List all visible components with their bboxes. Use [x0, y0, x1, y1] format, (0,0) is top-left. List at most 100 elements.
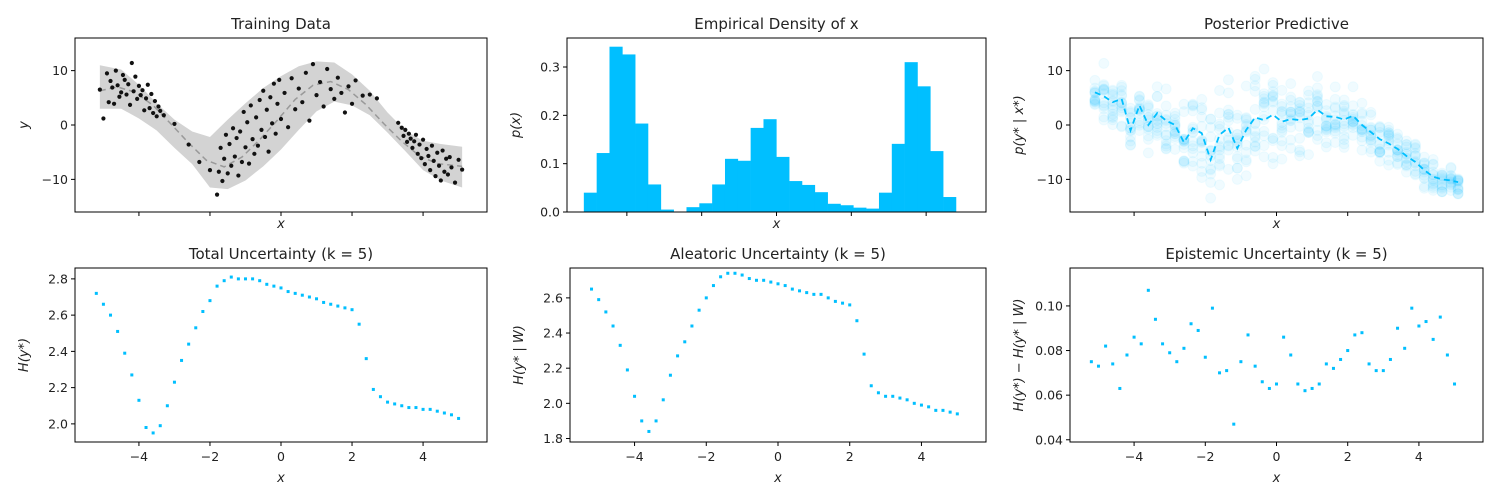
- data-point: [625, 368, 629, 372]
- posterior-sample: [1436, 186, 1448, 198]
- data-point: [1096, 364, 1100, 368]
- posterior-sample: [1418, 157, 1430, 169]
- posterior-sample: [1160, 142, 1172, 154]
- x-axis-label: x: [1272, 471, 1281, 486]
- posterior-sample: [1276, 135, 1288, 147]
- posterior-sample: [1196, 142, 1208, 154]
- posterior-sample: [1409, 141, 1421, 153]
- posterior-sample: [1452, 184, 1464, 196]
- posterior-sample: [1107, 108, 1119, 120]
- data-point: [769, 280, 773, 284]
- posterior-sample: [1347, 129, 1359, 141]
- posterior-sample: [1285, 94, 1297, 106]
- posterior-sample: [1178, 155, 1190, 167]
- posterior-sample: [1418, 181, 1430, 193]
- data-point: [1132, 335, 1136, 339]
- posterior-sample: [1374, 146, 1386, 158]
- y-tick-label: 0.08: [1035, 343, 1063, 358]
- data-point: [147, 106, 152, 111]
- posterior-sample: [1320, 105, 1332, 117]
- posterior-sample: [1409, 165, 1421, 177]
- posterior-sample: [1356, 107, 1368, 119]
- posterior-sample: [1436, 169, 1448, 181]
- posterior-sample: [1285, 106, 1297, 118]
- plot-area-total: [94, 275, 461, 435]
- data-point: [106, 100, 111, 105]
- posterior-sample: [1356, 126, 1368, 138]
- histogram-bar: [750, 127, 764, 212]
- chart-total: −4 −2 0 2 4 2.0 2.2 2.4 2.6 2.8 Total Uncertainty …: [17, 245, 488, 486]
- data-point: [145, 82, 150, 87]
- posterior-sample: [1205, 131, 1217, 143]
- posterior-sample: [1258, 88, 1270, 100]
- data-point: [431, 158, 436, 163]
- y-tick-label: 2.4: [543, 326, 563, 341]
- y-axis-label: H(y* | W): [512, 325, 527, 385]
- data-point: [371, 387, 375, 391]
- data-point: [426, 153, 431, 159]
- posterior-sample: [1374, 155, 1386, 167]
- data-point: [396, 120, 401, 125]
- data-point: [1410, 306, 1414, 310]
- posterior-sample: [1231, 109, 1243, 121]
- posterior-sample: [1116, 79, 1128, 91]
- posterior-sample: [1205, 176, 1217, 188]
- data-point: [127, 102, 133, 107]
- posterior-sample: [1311, 124, 1323, 136]
- posterior-sample: [1258, 125, 1270, 137]
- data-point: [250, 137, 255, 142]
- posterior-sample: [1178, 157, 1190, 169]
- data-point: [1118, 386, 1122, 390]
- posterior-sample: [1427, 158, 1439, 170]
- posterior-sample: [1400, 135, 1412, 147]
- posterior-sample: [1151, 125, 1163, 137]
- data-point: [1196, 328, 1200, 332]
- posterior-sample: [1294, 105, 1306, 117]
- data-point: [783, 284, 787, 288]
- data-point: [1403, 346, 1407, 350]
- posterior-sample: [1098, 84, 1110, 96]
- data-point: [223, 132, 229, 137]
- posterior-sample: [1205, 192, 1217, 204]
- posterior-sample: [1285, 134, 1297, 146]
- posterior-sample: [1418, 172, 1430, 184]
- posterior-sample: [1445, 170, 1457, 182]
- posterior-sample: [1445, 181, 1457, 193]
- posterior-sample: [1285, 78, 1297, 90]
- data-point: [207, 168, 213, 173]
- posterior-sample: [1240, 139, 1252, 151]
- data-point: [241, 109, 246, 115]
- data-point: [172, 121, 177, 127]
- posterior-sample: [1125, 131, 1137, 143]
- data-point: [400, 404, 404, 408]
- data-point: [218, 145, 223, 150]
- posterior-sample: [1249, 70, 1261, 82]
- posterior-sample: [1258, 97, 1270, 109]
- posterior-sample: [1276, 84, 1288, 96]
- y-tick-label: 2.2: [48, 380, 68, 395]
- posterior-sample: [1249, 130, 1261, 142]
- data-point: [270, 121, 275, 126]
- data-point: [117, 94, 122, 99]
- posterior-sample: [1356, 131, 1368, 143]
- posterior-sample: [1409, 147, 1421, 159]
- posterior-sample: [1107, 84, 1119, 96]
- y-tick-label: 0.3: [540, 60, 560, 75]
- histogram-bar: [583, 192, 597, 212]
- data-point: [912, 401, 916, 405]
- posterior-sample: [1222, 74, 1234, 86]
- data-point: [1111, 362, 1115, 366]
- posterior-sample: [1151, 91, 1163, 103]
- posterior-sample: [1436, 169, 1448, 181]
- posterior-sample: [1436, 179, 1448, 191]
- x-tick-label: 2: [1344, 449, 1352, 464]
- posterior-sample: [1338, 118, 1350, 130]
- data-point: [435, 409, 439, 413]
- data-point: [109, 313, 113, 317]
- posterior-sample: [1320, 120, 1332, 132]
- data-point: [255, 143, 261, 148]
- x-tick-label: 2: [348, 449, 356, 464]
- data-point: [104, 71, 110, 76]
- data-point: [135, 96, 140, 101]
